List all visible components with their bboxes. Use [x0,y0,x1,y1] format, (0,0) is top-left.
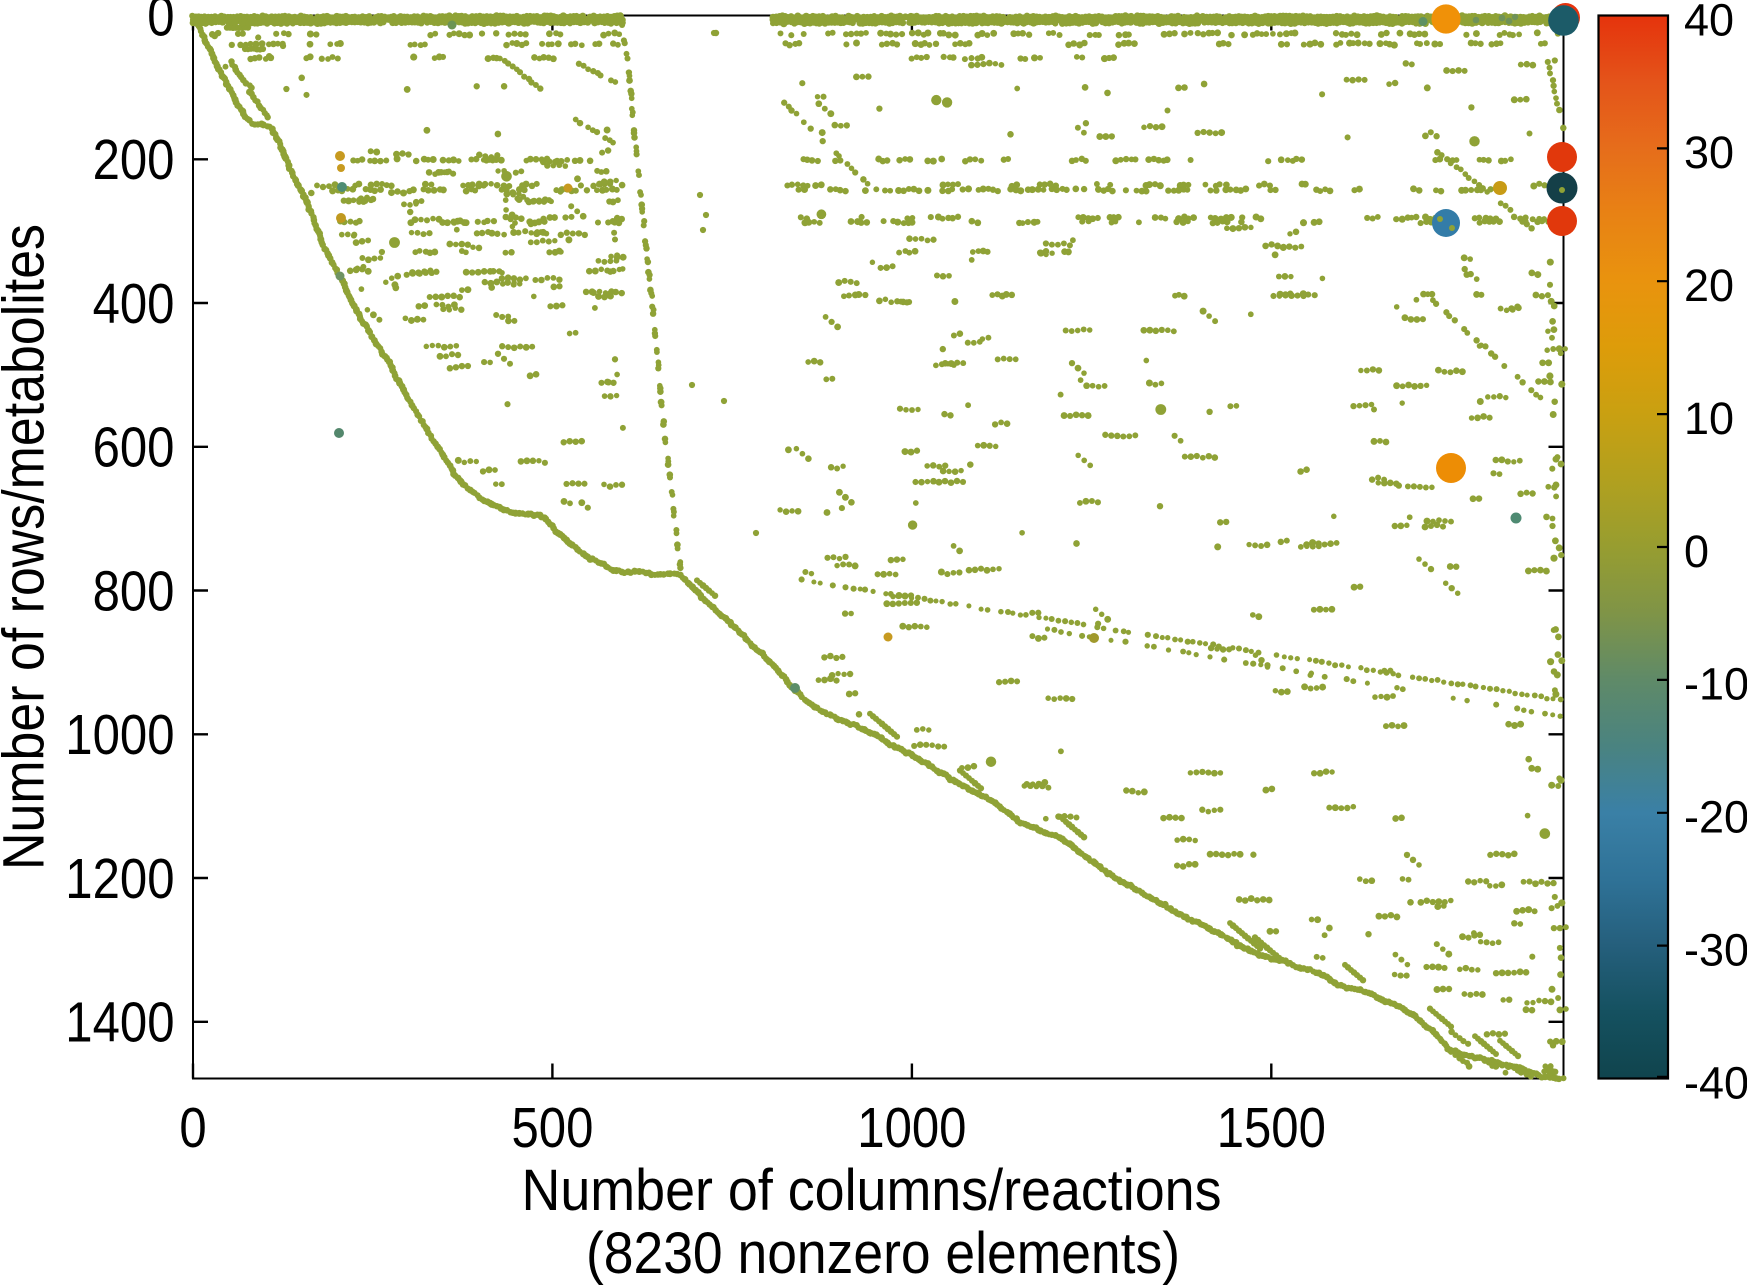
svg-text:-10: -10 [1684,659,1747,710]
svg-text:-40: -40 [1684,1057,1747,1108]
svg-text:1000: 1000 [65,703,174,766]
svg-text:-30: -30 [1684,924,1747,975]
svg-text:800: 800 [93,559,175,622]
svg-text:(8230 nonzero elements): (8230 nonzero elements) [586,1221,1180,1286]
svg-text:200: 200 [93,128,175,191]
svg-text:1400: 1400 [65,991,174,1054]
svg-text:600: 600 [93,416,175,479]
svg-text:40: 40 [1684,0,1734,45]
svg-text:Number of columns/reactions: Number of columns/reactions [522,1158,1222,1223]
svg-text:0: 0 [1684,526,1709,577]
svg-text:Number of rows/metabolites: Number of rows/metabolites [0,224,57,870]
svg-text:1200: 1200 [65,847,174,910]
svg-text:0: 0 [179,1096,206,1159]
svg-text:1500: 1500 [1217,1096,1326,1159]
svg-text:0: 0 [147,0,174,47]
svg-text:10: 10 [1684,393,1734,444]
svg-text:-20: -20 [1684,792,1747,843]
svg-text:500: 500 [511,1096,593,1159]
svg-text:30: 30 [1684,127,1734,178]
svg-text:20: 20 [1684,260,1734,311]
svg-text:400: 400 [93,272,175,335]
svg-text:1000: 1000 [857,1096,966,1159]
